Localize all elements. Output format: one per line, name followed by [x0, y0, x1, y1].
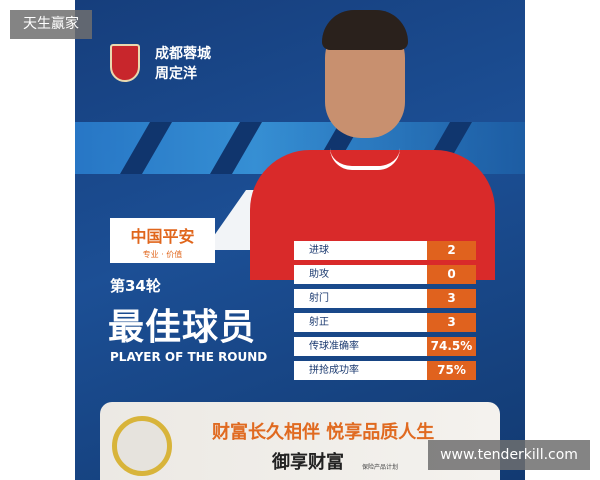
ad-headline: 财富长久相伴 悦享品质人生 [212, 422, 435, 443]
sponsor-brand: 中国平安 [130, 227, 195, 246]
stat-value: 74.5% [427, 337, 476, 356]
stat-row: 助攻 0 [294, 265, 476, 284]
stat-row: 射门 3 [294, 289, 476, 308]
ad-product: 御享财富 [272, 452, 344, 473]
stat-label: 进球 [294, 241, 427, 260]
ad-subtitle: 保险产品计划 [362, 464, 399, 471]
stat-row: 进球 2 [294, 241, 476, 260]
stat-label: 射门 [294, 289, 427, 308]
sponsor-slogan: 专业 · 价值 [142, 250, 183, 259]
watermark-url: www.tenderkill.com [428, 440, 590, 470]
stat-value: 0 [427, 265, 476, 284]
stat-label: 传球准确率 [294, 337, 427, 356]
award-title: 最佳球员 [108, 307, 257, 348]
sponsor-box: 中国平安 专业 · 价值 [110, 218, 215, 263]
stats-table: 进球 2 助攻 0 射门 3 射正 3 传球准确率 74.5% 拼抢成功率 75% [294, 241, 476, 385]
club-logo-icon [110, 44, 140, 82]
stat-value: 2 [427, 241, 476, 260]
round-label: 第34轮 [110, 277, 161, 295]
stat-value: 75% [427, 361, 476, 380]
club-name: 成都蓉城 [155, 46, 211, 62]
watermark-top: 天生赢家 [10, 10, 92, 39]
stat-row: 拼抢成功率 75% [294, 361, 476, 380]
jade-coin-icon [112, 416, 172, 476]
player-photo [250, 0, 495, 280]
player-name: 周定洋 [155, 66, 197, 82]
stat-label: 射正 [294, 313, 427, 332]
stat-value: 3 [427, 289, 476, 308]
stat-row: 传球准确率 74.5% [294, 337, 476, 356]
stat-label: 助攻 [294, 265, 427, 284]
stat-value: 3 [427, 313, 476, 332]
award-title-en: PLAYER OF THE ROUND [110, 350, 268, 364]
stat-label: 拼抢成功率 [294, 361, 427, 380]
club-info: 成都蓉城 周定洋 [155, 44, 211, 84]
poster: 成都蓉城 周定洋 中国平安 专业 · 价值 第34轮 最佳球员 PLAYER O… [75, 0, 525, 480]
stat-row: 射正 3 [294, 313, 476, 332]
